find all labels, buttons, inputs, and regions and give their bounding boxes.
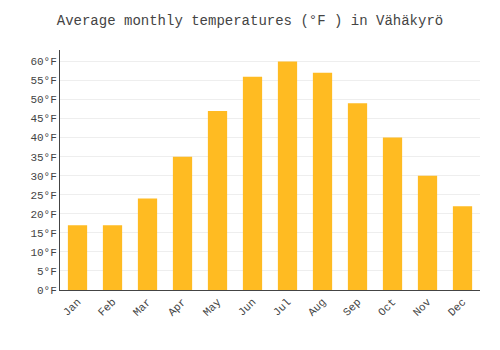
svg-text:20°F: 20°F <box>30 209 56 221</box>
svg-text:45°F: 45°F <box>30 113 56 125</box>
svg-text:Feb: Feb <box>96 296 118 318</box>
svg-text:30°F: 30°F <box>30 171 56 183</box>
svg-text:55°F: 55°F <box>30 75 56 87</box>
svg-text:Apr: Apr <box>166 296 188 318</box>
svg-text:Sep: Sep <box>341 296 363 318</box>
svg-text:10°F: 10°F <box>30 247 56 259</box>
svg-text:Mar: Mar <box>131 296 153 318</box>
svg-text:Jan: Jan <box>61 296 83 318</box>
svg-text:25°F: 25°F <box>30 190 56 202</box>
svg-text:Jul: Jul <box>271 296 293 318</box>
svg-text:Nov: Nov <box>411 296 434 319</box>
svg-text:60°F: 60°F <box>30 56 56 68</box>
svg-text:0°F: 0°F <box>37 285 57 297</box>
svg-text:Jun: Jun <box>236 296 258 318</box>
svg-text:15°F: 15°F <box>30 228 56 240</box>
svg-text:May: May <box>201 296 224 319</box>
svg-text:Average monthly temperatures (: Average monthly temperatures (°F ) in Vä… <box>57 13 443 29</box>
svg-text:Aug: Aug <box>306 296 328 318</box>
svg-text:40°F: 40°F <box>30 132 56 144</box>
svg-text:35°F: 35°F <box>30 152 56 164</box>
svg-text:50°F: 50°F <box>30 94 56 106</box>
svg-text:Dec: Dec <box>446 296 468 318</box>
svg-text:Oct: Oct <box>376 296 398 318</box>
svg-text:5°F: 5°F <box>37 266 57 278</box>
